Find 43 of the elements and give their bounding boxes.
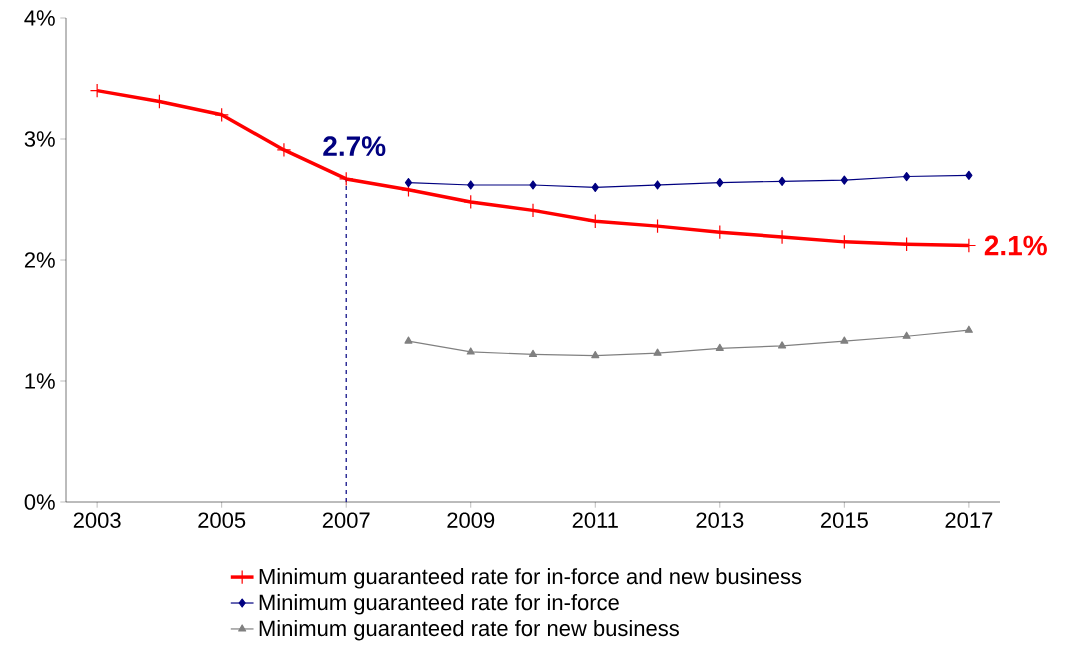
x-tick-label: 2007 (322, 512, 370, 528)
point (528, 349, 538, 357)
point (463, 194, 479, 210)
point (653, 180, 662, 190)
point (965, 170, 973, 180)
y-tick-label: 1% (25, 373, 55, 389)
x-tick-label: 2013 (696, 512, 744, 528)
point (716, 177, 724, 188)
point (778, 176, 786, 186)
y-tick-label: 3% (24, 131, 55, 147)
x-tick-label: 2003 (73, 512, 121, 528)
x-tick-label: 2015 (820, 512, 868, 528)
point (715, 343, 724, 351)
point (903, 171, 911, 182)
point (591, 182, 599, 193)
point (404, 177, 413, 188)
point (653, 348, 662, 356)
y-tick-label: 4% (24, 10, 55, 26)
x-tick-label: 2011 (572, 512, 618, 528)
y-tick-label: 0% (24, 494, 55, 510)
point (840, 175, 848, 185)
annotation: 2.1% (984, 235, 1047, 256)
x-tick-label: 2009 (447, 512, 495, 528)
point (214, 107, 229, 123)
point (529, 180, 537, 190)
legend-label: Minimum guaranteed rate for in-force and new business (259, 568, 802, 589)
y-tick-label: 2% (24, 252, 55, 268)
annotation: 2.7% (323, 136, 386, 156)
x-tick-label: 2017 (945, 512, 993, 528)
point (840, 336, 849, 344)
legend-label: Minimum guaranteed rate for new business (259, 619, 679, 641)
point (778, 341, 787, 349)
legend-label: Minimum guaranteed rate for in-force (259, 594, 619, 615)
point (964, 325, 973, 333)
point (276, 142, 292, 158)
point (89, 83, 105, 98)
point (466, 347, 475, 355)
point (467, 180, 475, 190)
point (338, 171, 354, 187)
point (902, 331, 911, 339)
point (591, 350, 600, 359)
x-tick-label: 2005 (198, 512, 246, 528)
point (404, 336, 413, 344)
